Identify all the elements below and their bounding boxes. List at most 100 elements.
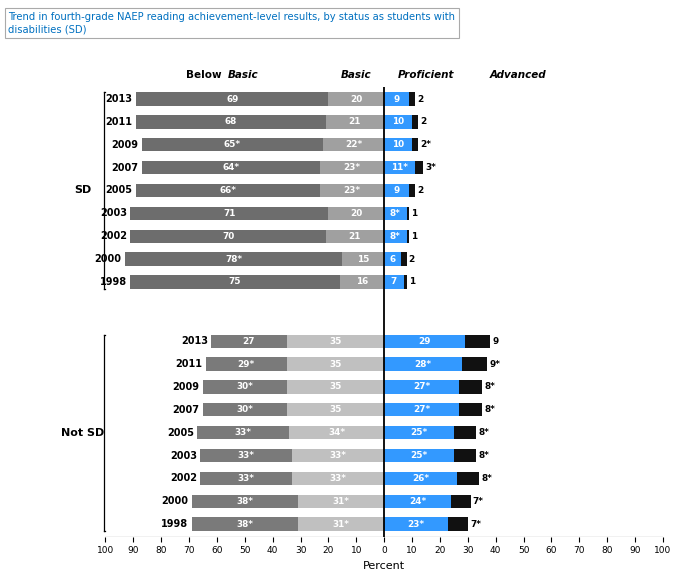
Text: 15: 15: [357, 254, 369, 264]
Text: 2005: 2005: [167, 428, 194, 438]
Text: 2013: 2013: [181, 336, 208, 346]
Bar: [412, 138, 418, 151]
Bar: [404, 275, 407, 288]
Text: 38*: 38*: [237, 497, 254, 505]
Text: 24*: 24*: [409, 497, 426, 505]
Text: 31*: 31*: [333, 519, 350, 529]
Bar: [200, 449, 292, 462]
Text: 33*: 33*: [330, 451, 347, 460]
Bar: [457, 472, 479, 485]
Bar: [287, 380, 384, 394]
Text: Trend in fourth-grade NAEP reading achievement-level results, by status as stude: Trend in fourth-grade NAEP reading achie…: [8, 12, 455, 35]
Text: 8*: 8*: [481, 474, 492, 483]
Text: 2013: 2013: [105, 94, 133, 104]
Bar: [460, 403, 482, 417]
Text: 34*: 34*: [328, 428, 345, 437]
Bar: [465, 335, 490, 348]
Text: 66*: 66*: [220, 186, 237, 195]
Bar: [320, 184, 384, 197]
Bar: [200, 472, 292, 485]
Bar: [192, 494, 298, 508]
Text: 2002: 2002: [170, 473, 197, 484]
Text: 70: 70: [222, 232, 234, 241]
Text: 8*: 8*: [479, 451, 490, 460]
Bar: [384, 252, 401, 265]
Text: 2011: 2011: [105, 117, 133, 127]
Text: Basic: Basic: [228, 70, 258, 80]
Bar: [384, 161, 415, 174]
Text: 33*: 33*: [330, 474, 347, 483]
Bar: [326, 230, 384, 243]
Text: 25*: 25*: [411, 451, 428, 460]
Bar: [384, 335, 465, 348]
Text: Proficient: Proficient: [398, 70, 454, 80]
Text: 2003: 2003: [100, 208, 127, 218]
Bar: [407, 207, 409, 220]
Text: 21: 21: [349, 232, 361, 241]
Text: 69: 69: [226, 95, 239, 104]
Bar: [192, 518, 298, 531]
Text: SD: SD: [75, 185, 92, 196]
Bar: [401, 252, 407, 265]
Bar: [328, 92, 384, 106]
Text: 35: 35: [329, 383, 341, 391]
Text: 2005: 2005: [105, 185, 133, 196]
Text: 2007: 2007: [173, 405, 200, 415]
Text: 3*: 3*: [426, 163, 437, 172]
Text: 16: 16: [356, 278, 368, 286]
Text: 26*: 26*: [412, 474, 429, 483]
Text: 2007: 2007: [112, 163, 138, 173]
Text: 27*: 27*: [413, 383, 430, 391]
Bar: [136, 92, 328, 106]
Text: 33*: 33*: [235, 428, 252, 437]
Bar: [343, 252, 384, 265]
Text: Not SD: Not SD: [61, 428, 105, 438]
Bar: [384, 207, 407, 220]
Bar: [448, 518, 468, 531]
Bar: [412, 115, 418, 129]
Text: 2: 2: [420, 118, 426, 126]
Text: 38*: 38*: [237, 519, 254, 529]
Text: 21: 21: [349, 118, 361, 126]
Text: 31*: 31*: [333, 497, 350, 505]
Text: 20: 20: [350, 95, 362, 104]
Bar: [136, 115, 326, 129]
Text: 27*: 27*: [413, 405, 430, 414]
Bar: [320, 161, 384, 174]
Text: 29: 29: [418, 337, 431, 346]
Bar: [326, 115, 384, 129]
Text: 2*: 2*: [420, 140, 431, 149]
Text: 10: 10: [392, 118, 404, 126]
Text: 9: 9: [394, 186, 400, 195]
Bar: [384, 358, 462, 371]
Text: 23*: 23*: [343, 163, 360, 172]
Bar: [384, 426, 454, 439]
Bar: [203, 380, 287, 394]
Text: 33*: 33*: [238, 451, 255, 460]
X-axis label: Percent: Percent: [363, 561, 405, 571]
Bar: [454, 426, 476, 439]
Bar: [384, 230, 407, 243]
Bar: [451, 494, 471, 508]
Bar: [287, 403, 384, 417]
Text: 6: 6: [390, 254, 396, 264]
Text: 2: 2: [417, 186, 424, 195]
Bar: [125, 252, 343, 265]
Text: 68: 68: [224, 118, 237, 126]
Text: 9*: 9*: [490, 359, 500, 369]
Bar: [384, 403, 460, 417]
Bar: [141, 138, 323, 151]
Bar: [287, 335, 384, 348]
Bar: [415, 161, 423, 174]
Bar: [384, 472, 457, 485]
Text: 25*: 25*: [411, 428, 428, 437]
Text: 8*: 8*: [484, 405, 495, 414]
Text: 35: 35: [329, 405, 341, 414]
Text: 8*: 8*: [390, 209, 401, 218]
Bar: [384, 138, 412, 151]
Text: 2009: 2009: [112, 140, 138, 150]
Text: 23*: 23*: [343, 186, 360, 195]
Text: 2011: 2011: [175, 359, 203, 369]
Text: 30*: 30*: [237, 383, 253, 391]
Bar: [203, 403, 287, 417]
